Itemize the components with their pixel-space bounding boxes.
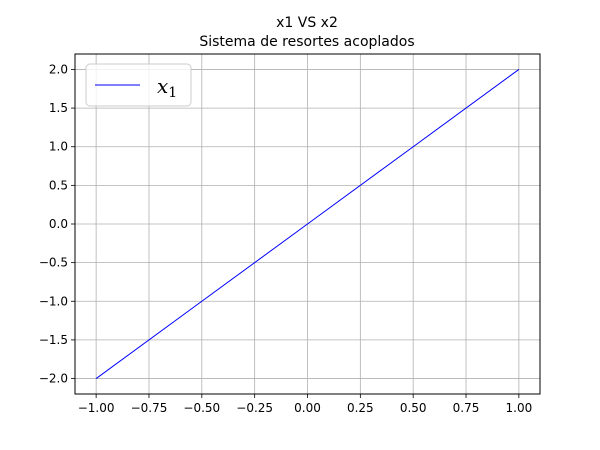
- x-tick-label: 0.75: [453, 401, 480, 415]
- series-layer: [95, 69, 520, 379]
- y-tick-label: −0.5: [39, 256, 68, 270]
- legend-label-subscript: 1: [168, 85, 177, 101]
- x-tick-label: −0.75: [131, 401, 168, 415]
- x-tick-label: −0.50: [183, 401, 220, 415]
- x-axis: −1.00 −0.75 −0.50 −0.25 0.00 0.25 0.50 0.75 1.00: [78, 394, 532, 415]
- x-tick-label: −0.25: [236, 401, 273, 415]
- chart-title: x1 VS x2: [276, 15, 338, 31]
- y-axis: −2.0 −1.5 −1.0 −0.5 0.0 0.5 1.0 1.5 2.0: [39, 62, 75, 386]
- x-tick-label: 1.00: [506, 401, 533, 415]
- y-tick-label: 2.0: [49, 62, 68, 76]
- legend: x1: [85, 63, 192, 107]
- legend-label-main: x: [157, 74, 168, 98]
- y-tick-label: −1.5: [39, 333, 68, 347]
- series-line-x1: [95, 69, 520, 379]
- y-tick-label: 0.5: [49, 178, 68, 192]
- x-tick-label: −1.00: [78, 401, 115, 415]
- y-tick-label: 0.0: [49, 217, 68, 231]
- y-tick-label: 1.5: [49, 101, 68, 115]
- x-tick-label: 0.50: [400, 401, 427, 415]
- x-tick-label: 0.00: [294, 401, 321, 415]
- legend-label: x1: [157, 74, 177, 101]
- y-tick-label: −2.0: [39, 372, 68, 386]
- chart-subtitle: Sistema de resortes acoplados: [199, 34, 414, 50]
- y-tick-label: 1.0: [49, 140, 68, 154]
- x-tick-label: 0.25: [347, 401, 374, 415]
- y-tick-label: −1.0: [39, 294, 68, 308]
